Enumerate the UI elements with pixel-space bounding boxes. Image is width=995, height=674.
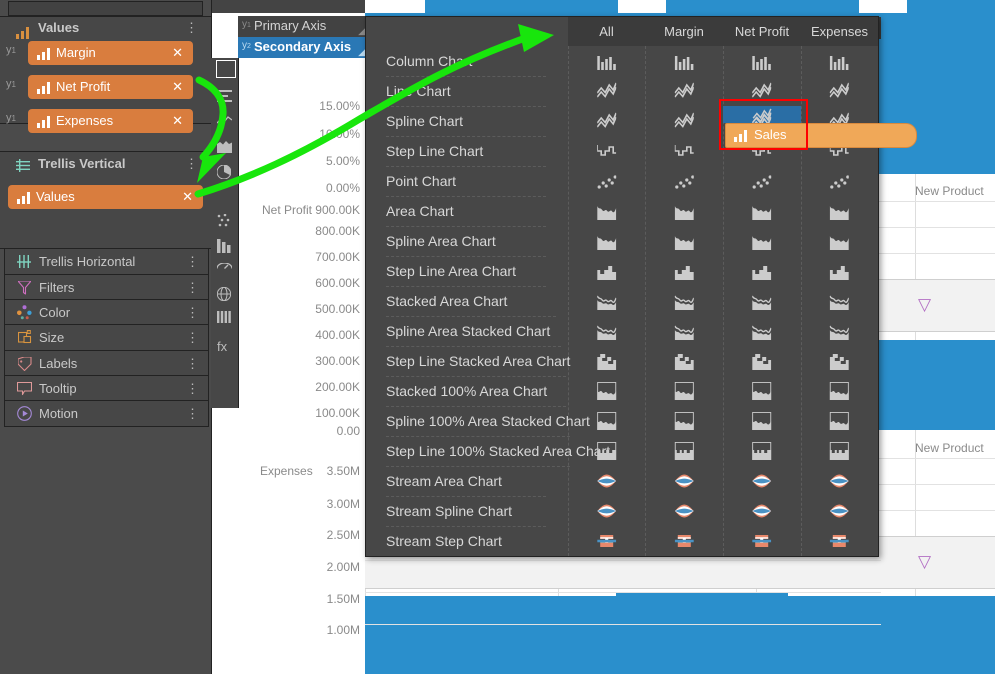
svg-text:fx: fx (217, 340, 228, 353)
